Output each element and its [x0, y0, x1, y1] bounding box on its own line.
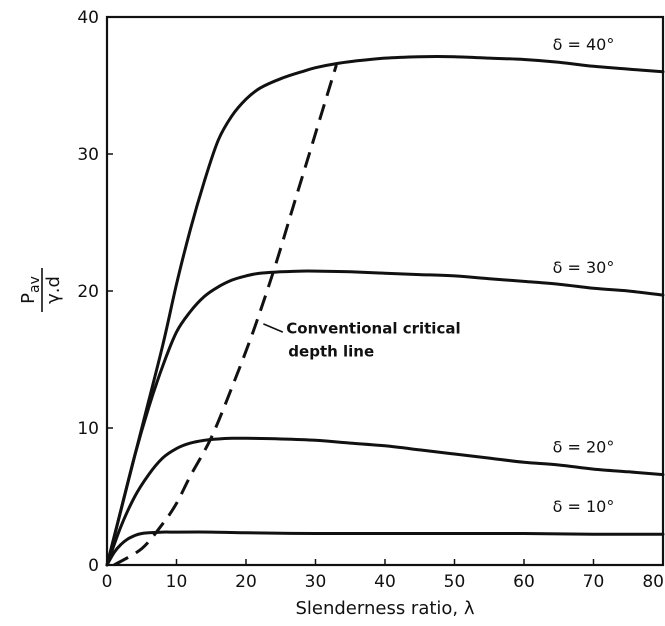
plot-area [105, 15, 665, 567]
critical-depth-line [113, 64, 338, 567]
series-label: δ = 10° [553, 497, 615, 516]
y-tick-label: 30 [77, 145, 99, 165]
series-layer: δ = 40° δ = 30° δ = 20° δ = 10° [105, 35, 665, 567]
svg-text:Pav: Pav [18, 276, 43, 304]
plot-frame [105, 15, 665, 567]
y-tick-label: 40 [77, 8, 99, 28]
x-tick-label: 60 [513, 572, 535, 592]
y-axis-label-subscript: av [27, 276, 43, 293]
y-axis-label: Pav γ.d [18, 268, 64, 312]
x-tick-label: 20 [235, 572, 257, 592]
y-axis-label-denominator: γ.d [43, 276, 64, 304]
x-tick-label: 30 [305, 572, 327, 592]
series-line [105, 436, 665, 567]
x-tick-label: 40 [374, 572, 396, 592]
x-axis: 0 10 20 30 40 50 60 70 80 [102, 559, 664, 592]
critical-line-annotation: depth line [288, 342, 374, 360]
y-tick-label: 0 [88, 556, 99, 576]
series-line [105, 530, 665, 567]
annotation-leader [263, 323, 284, 333]
x-tick-label: 0 [102, 572, 113, 592]
series-line [105, 55, 665, 567]
x-tick-label: 10 [166, 572, 188, 592]
y-tick-label: 20 [77, 282, 99, 302]
series-label: δ = 20° [553, 438, 615, 457]
x-axis-label: Slenderness ratio, λ [295, 598, 474, 619]
critical-line-layer: Conventional critical depth line [113, 64, 461, 567]
critical-line-annotation: Conventional critical [286, 319, 460, 337]
x-tick-label: 70 [583, 572, 605, 592]
series-label: δ = 40° [553, 35, 615, 54]
y-tick-label: 10 [77, 419, 99, 439]
y-axis-label-numerator: P [18, 293, 39, 304]
x-tick-label: 50 [444, 572, 466, 592]
x-tick-label: 80 [642, 572, 664, 592]
series-line [105, 269, 665, 567]
series-label: δ = 30° [553, 258, 615, 277]
